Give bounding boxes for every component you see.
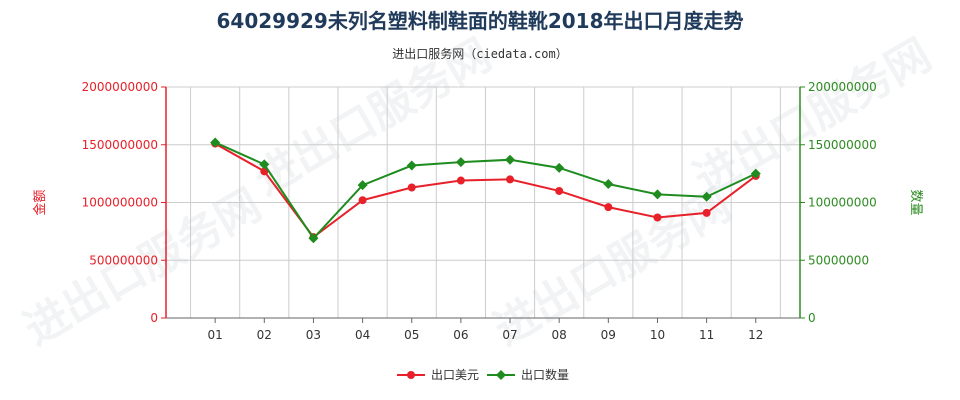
x-tick-label: 03 [306,328,321,342]
data-point-series-1 [653,213,662,222]
plot-area: 0500000000100000000015000000002000000000… [82,80,877,342]
data-point-series-2 [210,137,221,148]
left-tick-label: 0 [150,311,158,325]
legend: 出口美元 出口数量 [397,367,569,382]
data-point-series-1 [456,176,465,185]
data-point-series-2 [308,233,319,244]
series-line-2 [214,141,757,240]
legend-marker-2 [496,370,506,380]
chart-subtitle: 进出口服务网（ciedata.com） [392,46,567,61]
x-tick-label: 01 [208,328,223,342]
data-point-series-1 [702,208,711,217]
data-point-series-1 [407,183,416,192]
right-tick-label: 0 [808,311,816,325]
data-point-series-2 [357,180,368,191]
data-point-series-2 [505,154,516,165]
data-point-series-1 [260,167,269,176]
x-tick-label: 05 [404,328,419,342]
legend-marker-1 [407,371,415,379]
data-point-series-2 [406,160,417,171]
x-tick-label: 07 [502,328,517,342]
data-point-series-2 [652,189,663,200]
x-tick-label: 09 [601,328,616,342]
x-tick-label: 08 [552,328,567,342]
x-tick-label: 10 [650,328,665,342]
right-axis-title: 数量 [908,189,923,215]
data-point-series-2 [701,191,712,202]
x-tick-label: 11 [699,328,714,342]
right-tick-label: 150000000 [808,138,877,152]
chart-title: 64029929未列名塑料制鞋面的鞋靴2018年出口月度走势 [217,9,744,33]
data-point-series-2 [259,159,270,170]
left-tick-label: 500000000 [89,253,158,267]
data-point-series-2 [554,162,565,173]
data-point-series-1 [358,196,367,205]
x-tick-label: 12 [748,328,763,342]
watermark-text: 进出口服务网 [686,29,940,205]
left-tick-label: 1500000000 [82,138,158,152]
x-tick-label: 02 [257,328,272,342]
data-point-series-1 [555,186,564,195]
right-tick-label: 100000000 [808,196,877,210]
left-tick-label: 1000000000 [82,196,158,210]
data-point-series-2 [455,157,466,168]
left-axis-title: 金额 [32,189,48,215]
right-tick-label: 200000000 [808,80,877,94]
right-tick-label: 50000000 [808,253,869,267]
data-point-series-1 [604,203,613,212]
left-tick-label: 2000000000 [82,80,158,94]
data-point-series-1 [506,175,515,184]
x-tick-label: 04 [355,328,370,342]
x-tick-label: 06 [453,328,468,342]
data-point-series-2 [750,168,761,179]
data-point-series-2 [603,179,614,190]
legend-label-2: 出口数量 [521,367,569,382]
legend-label-1: 出口美元 [431,368,479,382]
